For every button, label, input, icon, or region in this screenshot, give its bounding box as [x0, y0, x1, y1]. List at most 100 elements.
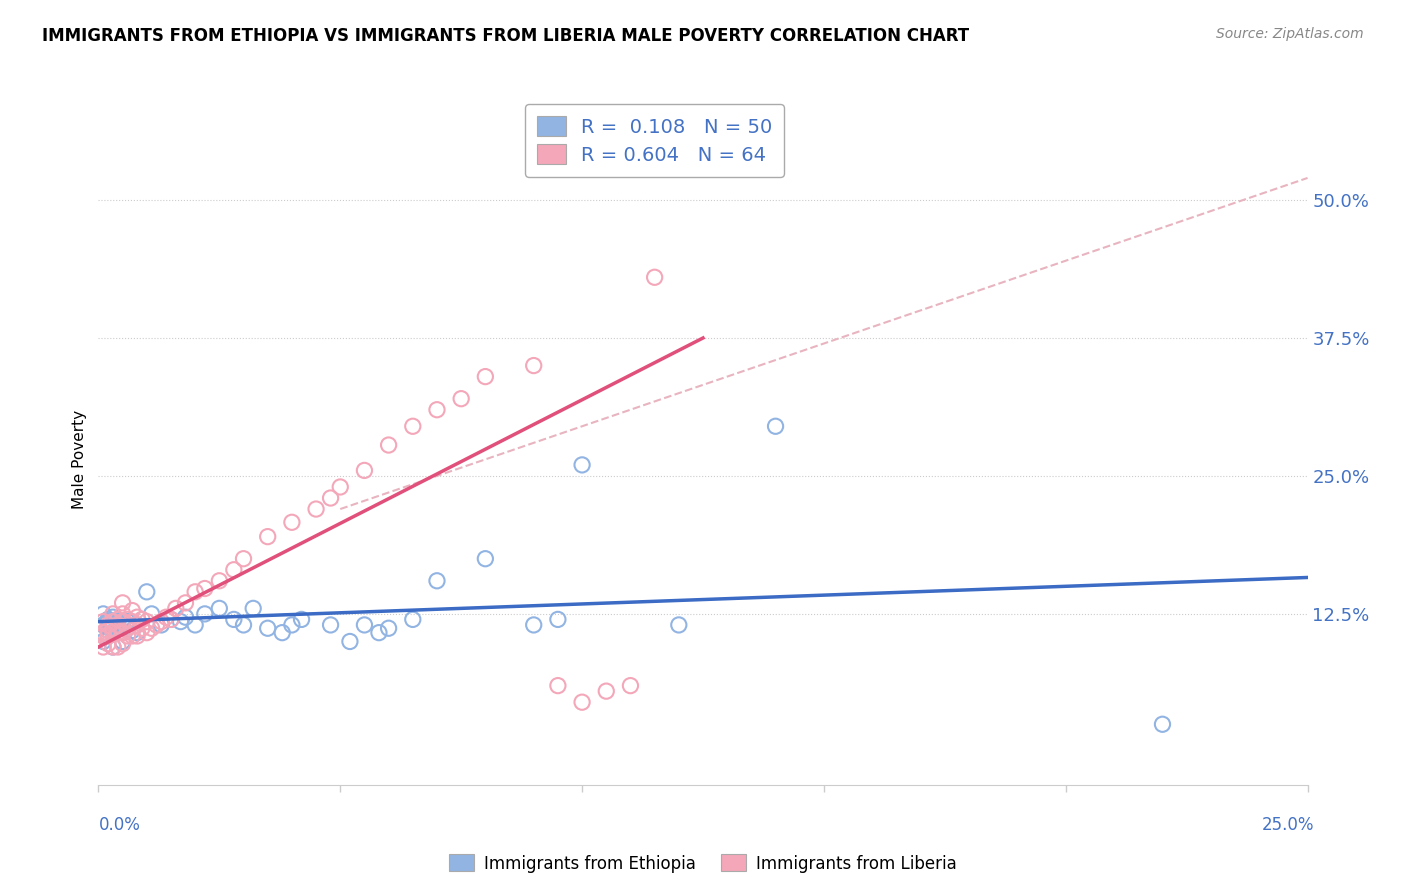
Point: [174, 610, 197, 624]
Point: [131, 612, 153, 626]
Point: [474, 551, 496, 566]
Text: IMMIGRANTS FROM ETHIOPIA VS IMMIGRANTS FROM LIBERIA MALE POVERTY CORRELATION CHA: IMMIGRANTS FROM ETHIOPIA VS IMMIGRANTS F…: [42, 27, 969, 45]
Point: [91, 629, 114, 643]
Point: [107, 615, 129, 629]
Point: [184, 584, 207, 599]
Point: [101, 615, 124, 629]
Point: [117, 615, 139, 629]
Point: [121, 624, 143, 638]
Point: [208, 601, 231, 615]
Legend: R =  0.108   N = 50, R = 0.604   N = 64: R = 0.108 N = 50, R = 0.604 N = 64: [524, 104, 785, 177]
Point: [377, 621, 399, 635]
Point: [319, 618, 342, 632]
Point: [127, 618, 149, 632]
Point: [141, 607, 163, 621]
Point: [619, 679, 641, 693]
Point: [222, 563, 245, 577]
Point: [368, 625, 391, 640]
Point: [256, 530, 278, 544]
Point: [97, 629, 120, 643]
Text: 0.0%: 0.0%: [98, 816, 141, 834]
Point: [101, 610, 124, 624]
Point: [107, 625, 129, 640]
Point: [91, 625, 114, 640]
Point: [329, 480, 352, 494]
Point: [1152, 717, 1174, 731]
Point: [155, 610, 177, 624]
Point: [117, 629, 139, 643]
Point: [97, 637, 120, 651]
Point: [111, 607, 134, 621]
Y-axis label: Male Poverty: Male Poverty: [72, 409, 87, 509]
Point: [127, 610, 149, 624]
Point: [145, 618, 167, 632]
Point: [101, 640, 124, 654]
Point: [107, 621, 129, 635]
Point: [97, 624, 120, 638]
Point: [595, 684, 617, 698]
Point: [97, 615, 120, 629]
Point: [474, 369, 496, 384]
Point: [135, 584, 157, 599]
Point: [232, 551, 254, 566]
Point: [91, 640, 114, 654]
Point: [121, 615, 143, 629]
Point: [222, 612, 245, 626]
Point: [377, 438, 399, 452]
Point: [107, 612, 129, 626]
Point: [135, 625, 157, 640]
Point: [174, 596, 197, 610]
Point: [426, 402, 449, 417]
Point: [121, 604, 143, 618]
Point: [256, 621, 278, 635]
Point: [91, 607, 114, 621]
Point: [668, 618, 690, 632]
Point: [91, 618, 114, 632]
Legend: Immigrants from Ethiopia, Immigrants from Liberia: Immigrants from Ethiopia, Immigrants fro…: [443, 847, 963, 880]
Point: [242, 601, 264, 615]
Point: [135, 615, 157, 629]
Point: [281, 618, 304, 632]
Point: [194, 607, 217, 621]
Point: [101, 640, 124, 654]
Point: [339, 634, 361, 648]
Point: [426, 574, 449, 588]
Point: [165, 601, 187, 615]
Point: [127, 625, 149, 640]
Point: [101, 607, 124, 621]
Point: [450, 392, 472, 406]
Point: [184, 618, 207, 632]
Point: [169, 615, 191, 629]
Point: [111, 618, 134, 632]
Point: [523, 618, 546, 632]
Point: [97, 624, 120, 638]
Point: [107, 640, 129, 654]
Point: [290, 612, 312, 626]
Point: [353, 618, 375, 632]
Point: [232, 618, 254, 632]
Point: [131, 621, 153, 635]
Point: [353, 463, 375, 477]
Point: [101, 625, 124, 640]
Point: [111, 625, 134, 640]
Point: [281, 516, 304, 530]
Point: [208, 574, 231, 588]
Point: [111, 596, 134, 610]
Point: [402, 612, 425, 626]
Point: [117, 621, 139, 635]
Point: [101, 618, 124, 632]
Point: [121, 629, 143, 643]
Point: [571, 458, 593, 472]
Text: 25.0%: 25.0%: [1263, 816, 1315, 834]
Point: [160, 612, 183, 626]
Text: Source: ZipAtlas.com: Source: ZipAtlas.com: [1216, 27, 1364, 41]
Point: [127, 629, 149, 643]
Point: [194, 582, 217, 596]
Point: [101, 621, 124, 635]
Point: [97, 612, 120, 626]
Point: [547, 612, 569, 626]
Point: [150, 615, 173, 629]
Point: [111, 615, 134, 629]
Point: [141, 621, 163, 635]
Point: [97, 618, 120, 632]
